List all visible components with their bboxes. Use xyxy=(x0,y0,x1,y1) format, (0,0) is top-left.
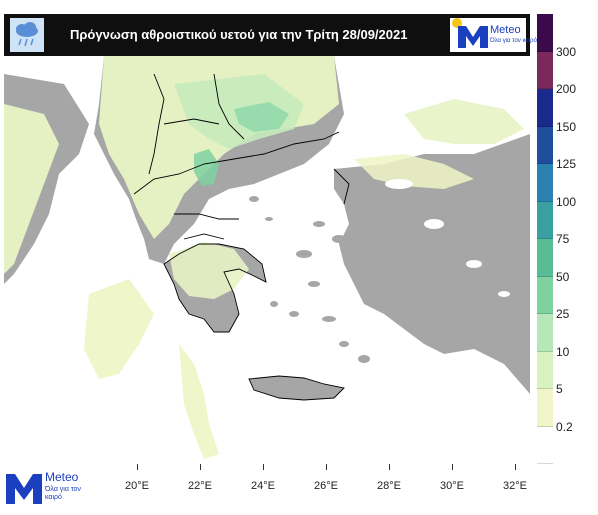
region-border-1 xyxy=(174,213,239,220)
axis-tick xyxy=(263,464,264,470)
axis-tick xyxy=(200,464,201,470)
axis-tick xyxy=(515,464,516,470)
greece-coastline xyxy=(163,243,267,333)
greece-north-border xyxy=(133,131,340,195)
axis-tick-label: 26°E xyxy=(314,480,338,492)
footer-brand-name: Meteo xyxy=(45,470,79,484)
precip-zone-north-heavy xyxy=(234,102,289,132)
scale-color-cell xyxy=(537,389,553,427)
sun-dot-icon xyxy=(452,18,462,28)
scale-color-cell xyxy=(537,351,553,389)
scale-color-cell xyxy=(537,276,553,314)
axis-tick-label: 22°E xyxy=(188,480,212,492)
scale-color-cell xyxy=(537,201,553,239)
scale-color-cell xyxy=(537,89,553,127)
axis-tick xyxy=(389,464,390,470)
scale-label: 125 xyxy=(556,157,577,171)
scale-label: 10 xyxy=(556,344,570,359)
precip-zone-turkey xyxy=(354,154,474,189)
scale-label: 100 xyxy=(556,194,577,209)
precip-zone-greece xyxy=(169,242,249,299)
scale-color-cell xyxy=(537,164,553,202)
turkey-border xyxy=(333,168,350,205)
scale-label: 300 xyxy=(556,44,577,59)
axis-tick xyxy=(326,464,327,470)
scale-label: 150 xyxy=(556,119,577,134)
axis-tick xyxy=(452,464,453,470)
scale-label: 25 xyxy=(556,307,570,321)
crete-coastline xyxy=(248,375,345,401)
axis-tick-label: 32°E xyxy=(503,480,527,492)
scale-label: 50 xyxy=(556,269,570,284)
precip-zone-black-sea xyxy=(404,99,524,144)
precip-zone-ionian-2 xyxy=(179,344,219,459)
region-border-2 xyxy=(183,233,225,240)
precip-zone-north-heavy-2 xyxy=(194,149,219,186)
precip-zone-italy xyxy=(4,104,59,274)
axis-tick-label: 28°E xyxy=(377,480,401,492)
scale-color-cell xyxy=(537,51,553,89)
precipitation-map xyxy=(4,14,530,464)
scale-label: 200 xyxy=(556,82,577,96)
brand-tagline: Όλα για τον καιρό xyxy=(490,38,537,44)
scale-label: 5 xyxy=(556,382,563,396)
footer-logo-icon xyxy=(6,474,42,504)
axis-tick-label: 30°E xyxy=(440,480,464,492)
meteo-m-icon xyxy=(458,26,488,48)
turkey-landmass xyxy=(334,134,530,394)
scale-color-cell xyxy=(537,239,553,277)
scale-color-cell xyxy=(537,426,553,464)
balkan-border-1 xyxy=(148,73,165,175)
scale-label: 75 xyxy=(556,232,570,246)
cloud-rain-icon xyxy=(10,18,44,52)
map-title: Πρόγνωση αθροιστικού υετού για την Τρίτη… xyxy=(70,27,408,42)
axis-tick-label: 20°E xyxy=(125,480,149,492)
balkan-border-3 xyxy=(163,118,220,125)
precip-color-scale xyxy=(537,14,553,464)
axis-tick-label: 24°E xyxy=(251,480,275,492)
axis-tick xyxy=(137,464,138,470)
balkan-border-2 xyxy=(213,73,245,140)
scale-label: 0.2 xyxy=(556,419,573,434)
precip-zone-ionian xyxy=(84,279,154,379)
scale-color-cell xyxy=(537,126,553,164)
scale-color-cell xyxy=(537,14,553,52)
title-bar xyxy=(4,14,530,56)
map-canvas xyxy=(4,56,530,459)
footer-brand-tagline: Όλα για τον καιρό xyxy=(45,486,81,501)
crete-island xyxy=(249,376,344,400)
scale-color-cell xyxy=(537,314,553,352)
brand-name: Meteo xyxy=(490,24,521,36)
